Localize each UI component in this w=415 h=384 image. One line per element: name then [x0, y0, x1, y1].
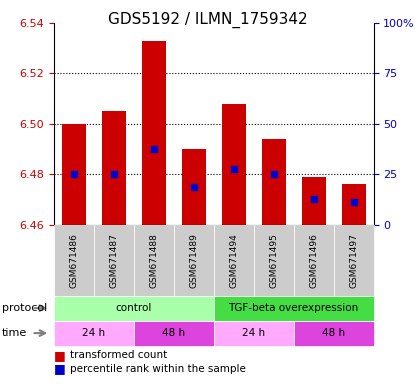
Bar — [62, 124, 86, 225]
Bar — [102, 111, 126, 225]
Text: ■: ■ — [54, 362, 66, 375]
Text: 48 h: 48 h — [162, 328, 186, 338]
Text: transformed count: transformed count — [70, 350, 167, 360]
Bar — [222, 104, 246, 225]
Text: GSM671486: GSM671486 — [69, 233, 78, 288]
Text: GSM671488: GSM671488 — [149, 233, 158, 288]
Text: percentile rank within the sample: percentile rank within the sample — [70, 364, 246, 374]
Text: ■: ■ — [54, 349, 66, 362]
Text: GSM671496: GSM671496 — [309, 233, 318, 288]
Bar — [182, 149, 206, 225]
Text: GSM671495: GSM671495 — [269, 233, 278, 288]
Bar — [302, 177, 326, 225]
Text: GDS5192 / ILMN_1759342: GDS5192 / ILMN_1759342 — [107, 12, 308, 28]
Text: GSM671494: GSM671494 — [229, 233, 238, 288]
Text: GSM671489: GSM671489 — [189, 233, 198, 288]
Text: GSM671497: GSM671497 — [349, 233, 358, 288]
Text: control: control — [116, 303, 152, 313]
Text: 24 h: 24 h — [242, 328, 265, 338]
Bar — [142, 41, 166, 225]
Text: protocol: protocol — [2, 303, 47, 313]
Bar — [262, 139, 286, 225]
Text: 48 h: 48 h — [322, 328, 345, 338]
Text: GSM671487: GSM671487 — [110, 233, 118, 288]
Text: time: time — [2, 328, 27, 338]
Text: 24 h: 24 h — [82, 328, 105, 338]
Bar — [342, 184, 366, 225]
Text: TGF-beta overexpression: TGF-beta overexpression — [229, 303, 359, 313]
